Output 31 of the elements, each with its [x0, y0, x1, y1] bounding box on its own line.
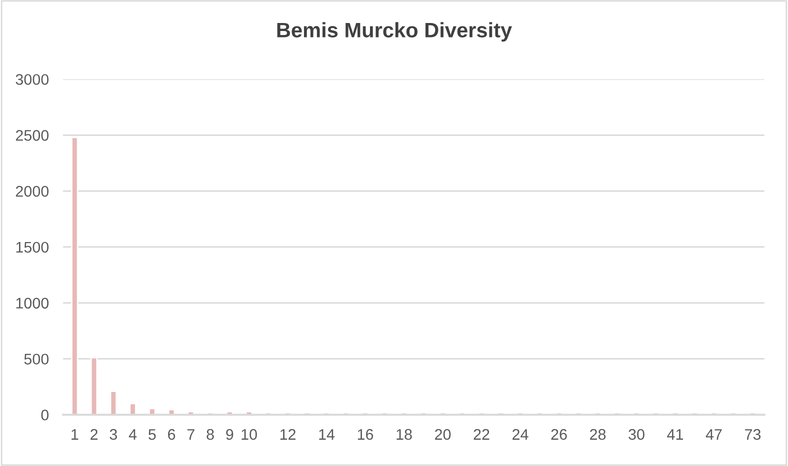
- x-tick-label: 4: [128, 429, 137, 440]
- x-tick-label: 22: [474, 429, 490, 440]
- x-tick-label: 12: [280, 429, 296, 440]
- x-tick-label: 47: [706, 429, 722, 440]
- x-tick-label: 26: [551, 429, 567, 440]
- x-tick-label: 9: [226, 429, 234, 440]
- y-tick-label: 3000: [16, 74, 49, 85]
- y-tick-label: 1500: [16, 242, 49, 253]
- x-tick-label: 1: [72, 429, 78, 440]
- x-tick-label: 10: [242, 429, 257, 440]
- x-tick-label: 2: [90, 429, 98, 440]
- y-tick-label: 2000: [16, 186, 49, 197]
- x-tick-label: 18: [396, 429, 412, 440]
- x-tick-label: 73: [745, 429, 761, 440]
- x-tick-label: 8: [206, 429, 214, 440]
- x-tick-label: 30: [628, 429, 644, 440]
- x-tick-label: 24: [512, 429, 528, 440]
- y-tick-label: 2500: [16, 130, 49, 141]
- x-tick-label: 20: [435, 429, 451, 440]
- chart-title: Bemis Murcko Diversity: [277, 22, 512, 42]
- x-tick-label: 14: [319, 429, 335, 440]
- y-tick-label: 0: [41, 410, 49, 420]
- x-tick-label: 41: [667, 429, 683, 440]
- y-tick-label: 1000: [16, 298, 49, 309]
- x-tick-label: 6: [168, 429, 176, 440]
- x-tick-label: 7: [187, 429, 194, 440]
- x-tick-label: 5: [148, 429, 156, 440]
- x-tick-label: 16: [358, 429, 374, 440]
- x-tick-label: 28: [590, 429, 606, 440]
- x-tick-label: 3: [110, 429, 117, 440]
- y-tick-label: 500: [24, 354, 49, 365]
